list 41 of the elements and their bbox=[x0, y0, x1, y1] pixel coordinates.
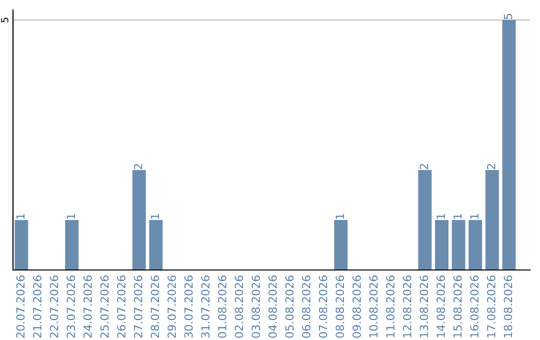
x-tick-label: 27.07.2026 bbox=[134, 276, 142, 338]
x-tick-label: 12.08.2026 bbox=[402, 276, 412, 338]
x-tick-label: 16.08.2026 bbox=[470, 276, 479, 338]
data-label: 1 bbox=[150, 214, 159, 219]
x-tick-label: 25.07.2026 bbox=[100, 276, 109, 338]
data-label: 2 bbox=[420, 164, 428, 170]
x-tick-label: 14.08.2026 bbox=[436, 276, 445, 338]
x-tick-label: 04.08.2026 bbox=[268, 276, 277, 338]
x-tick-label: 31.07.2026 bbox=[201, 276, 210, 338]
x-tick-label: 06.08.2026 bbox=[302, 276, 310, 338]
data-label: 2 bbox=[134, 164, 142, 170]
x-tick-label: 29.07.2026 bbox=[168, 276, 176, 338]
x-tick-label: 08.08.2026 bbox=[336, 276, 344, 338]
x-tick-label: 26.07.2026 bbox=[117, 276, 126, 338]
x-tick-label: 01.08.2026 bbox=[218, 276, 226, 338]
x-tick-label: 20.07.2026 bbox=[16, 276, 25, 338]
data-label: 5 bbox=[504, 14, 512, 20]
data-label: 2 bbox=[486, 164, 496, 170]
x-tick-label: 18.08.2026 bbox=[504, 276, 512, 338]
x-tick-label: 05.08.2026 bbox=[285, 276, 294, 338]
x-tick-label: 23.07.2026 bbox=[66, 276, 76, 338]
x-tick-label: 13.08.2026 bbox=[420, 276, 428, 338]
x-tick-label: 11.08.2026 bbox=[386, 276, 395, 338]
x-tick-label: 02.08.2026 bbox=[234, 276, 244, 338]
x-tick-label: 07.08.2026 bbox=[318, 276, 328, 338]
data-label: 1 bbox=[470, 214, 478, 219]
x-tick-label: 09.08.2026 bbox=[352, 276, 361, 338]
x-tick-label: 10.08.2026 bbox=[369, 276, 378, 338]
data-label: 1 bbox=[336, 214, 344, 219]
x-tick-label: 28.07.2026 bbox=[150, 276, 160, 338]
data-label: 1 bbox=[66, 214, 75, 219]
x-tick-label: 17.08.2026 bbox=[486, 276, 496, 338]
data-label: 1 bbox=[436, 214, 445, 219]
data-label: 1 bbox=[454, 214, 462, 219]
x-tick-label: 03.08.2026 bbox=[252, 276, 260, 338]
data-label: 1 bbox=[16, 214, 24, 219]
x-tick-label: 21.07.2026 bbox=[33, 276, 42, 338]
x-tick-label: 30.07.2026 bbox=[184, 276, 193, 338]
x-tick-label: 22.07.2026 bbox=[50, 276, 58, 338]
x-tick-label: 15.08.2026 bbox=[453, 276, 462, 338]
x-tick-label: 24.07.2026 bbox=[83, 276, 92, 338]
